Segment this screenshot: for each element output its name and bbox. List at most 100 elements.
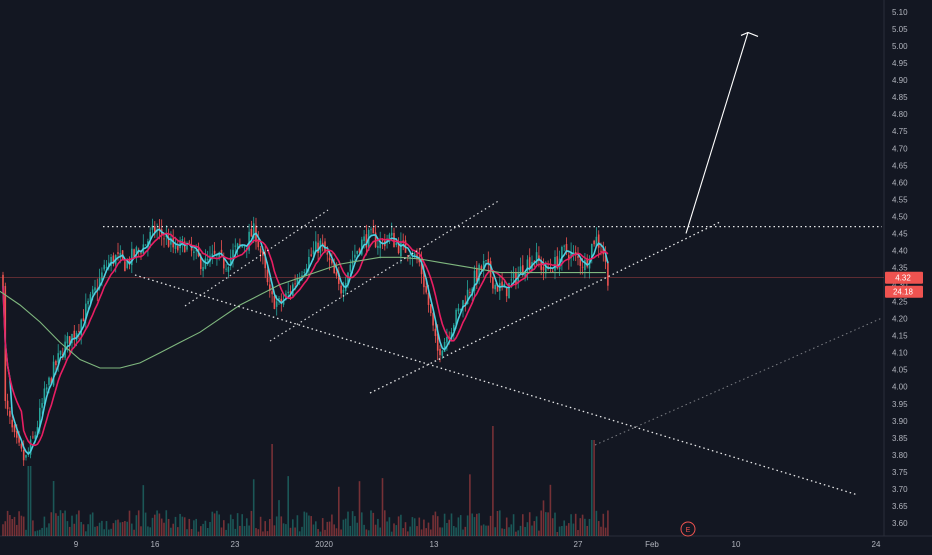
volume-bar xyxy=(170,527,172,536)
volume-bar xyxy=(462,529,464,536)
volume-bar xyxy=(420,529,423,536)
candle-body xyxy=(308,256,310,268)
moving-average-slow xyxy=(2,232,609,447)
volume-bar xyxy=(595,510,598,536)
volume-bar xyxy=(78,510,80,536)
candle-body xyxy=(262,251,264,256)
candle-body xyxy=(289,291,292,294)
volume-bar xyxy=(342,519,345,536)
price-tick-label: 5.10 xyxy=(892,8,908,17)
volume-bar xyxy=(367,530,370,536)
volume-bar xyxy=(581,514,584,536)
volume-bar xyxy=(545,512,547,536)
volume-bar xyxy=(167,518,170,536)
price-tick-label: 4.55 xyxy=(892,195,908,204)
candle-body xyxy=(565,244,568,253)
candle-body xyxy=(200,255,202,269)
candle-body xyxy=(423,270,425,288)
candle-body xyxy=(188,241,191,243)
price-axis[interactable]: 5.10 5.05 5.00 4.95 4.90 4.85 4.80 4.75 4.70 4.65… xyxy=(892,8,908,528)
volume-bar xyxy=(535,516,538,536)
price-tick-label: 4.95 xyxy=(892,59,908,68)
candle-body xyxy=(556,256,559,269)
volume-bar xyxy=(174,516,177,536)
event-marker-circle[interactable] xyxy=(680,521,696,537)
time-tick-label: 23 xyxy=(231,540,240,549)
candle-body xyxy=(227,267,230,272)
volume-bar xyxy=(331,514,333,536)
candle-body xyxy=(186,243,188,250)
volume-bar xyxy=(386,521,388,536)
volume-bar xyxy=(135,515,138,536)
candle-body xyxy=(349,264,352,272)
candle-body xyxy=(554,256,556,271)
candle-body xyxy=(315,241,317,252)
candle-body xyxy=(347,272,349,285)
price-tick-label: 4.70 xyxy=(892,144,908,153)
volume-bar xyxy=(96,526,99,536)
candle-body xyxy=(469,292,471,293)
last-volume-badge xyxy=(885,285,923,298)
volume-bar xyxy=(540,510,542,536)
price-tick-label: 4.45 xyxy=(892,229,908,238)
candle-body xyxy=(427,292,430,305)
volume-bar xyxy=(374,524,377,536)
channel-line-1[interactable] xyxy=(184,209,329,307)
volume-bar xyxy=(466,515,469,536)
candle-body xyxy=(393,232,395,248)
volume-bar xyxy=(179,513,181,536)
volume-bar xyxy=(365,529,368,536)
volume-bar xyxy=(22,516,25,536)
volume-bar xyxy=(549,484,552,536)
volume-bar xyxy=(448,519,450,536)
candle-body xyxy=(494,284,496,290)
volume-bar xyxy=(131,523,133,536)
ascending-support-line[interactable] xyxy=(369,221,721,394)
candle-body xyxy=(528,257,531,269)
volume-bar xyxy=(149,527,151,536)
volume-bar xyxy=(80,521,82,536)
volume-bar xyxy=(98,522,101,536)
candle-body xyxy=(478,264,480,281)
volume-bar xyxy=(66,521,69,536)
volume-bar xyxy=(172,523,174,536)
volume-bar xyxy=(202,523,204,536)
candle-body xyxy=(241,245,243,248)
volume-bar xyxy=(508,527,510,536)
target-arrow-shaft[interactable] xyxy=(685,32,749,234)
volume-bar xyxy=(390,531,393,536)
candle-body xyxy=(236,243,239,248)
candle-body xyxy=(301,275,303,277)
volume-bar xyxy=(68,526,71,536)
volume-bar xyxy=(317,529,319,536)
candle-body xyxy=(561,246,563,262)
volume-bar xyxy=(503,528,506,536)
candle-body xyxy=(584,259,586,271)
candle-body xyxy=(78,331,80,332)
volume-bar xyxy=(177,527,179,536)
candle-body xyxy=(34,435,36,439)
candle-body xyxy=(213,250,216,254)
volume-bar xyxy=(280,516,283,536)
time-axis[interactable]: 9 16 23 2020 13 27 Feb 10 24 xyxy=(74,540,881,549)
volume-bar xyxy=(556,531,559,536)
volume-bar xyxy=(227,523,230,536)
volume-bar xyxy=(478,513,480,536)
candle-body xyxy=(505,286,508,297)
candle-body xyxy=(321,242,324,245)
volume-bar xyxy=(409,526,411,536)
earnings-event-marker[interactable]: E xyxy=(680,521,696,537)
candle-body xyxy=(174,243,177,249)
volume-bar xyxy=(11,518,13,536)
volume-bar xyxy=(163,522,165,536)
volume-bar xyxy=(381,478,384,536)
candle-body xyxy=(269,284,271,291)
volume-bar xyxy=(427,522,430,536)
projection-line[interactable] xyxy=(594,317,883,446)
price-tick-label: 4.65 xyxy=(892,161,908,170)
volume-bar xyxy=(402,528,404,536)
target-arrow-head[interactable] xyxy=(740,31,759,37)
drawings[interactable] xyxy=(103,31,883,496)
